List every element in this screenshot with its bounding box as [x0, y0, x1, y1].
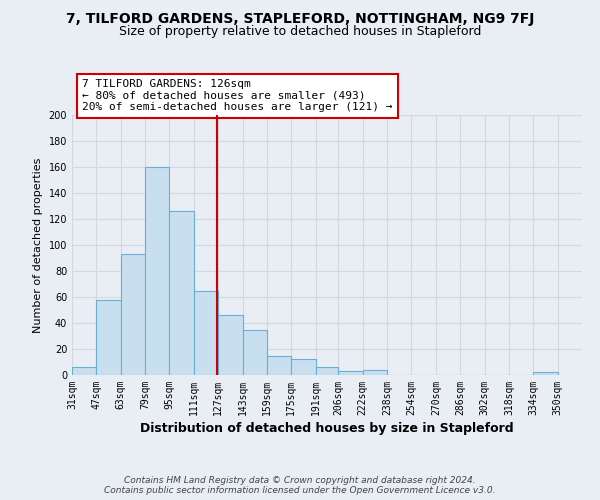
Bar [267, 356, 291, 375]
Bar [169, 211, 194, 375]
Bar [338, 371, 363, 375]
Bar [97, 300, 121, 375]
Y-axis label: Number of detached properties: Number of detached properties [33, 158, 43, 332]
Bar [316, 367, 338, 375]
Bar [218, 315, 242, 375]
Bar [72, 367, 97, 375]
Bar [291, 360, 316, 375]
Text: 7 TILFORD GARDENS: 126sqm
← 80% of detached houses are smaller (493)
20% of semi: 7 TILFORD GARDENS: 126sqm ← 80% of detac… [82, 79, 392, 112]
Text: Contains HM Land Registry data © Crown copyright and database right 2024.
Contai: Contains HM Land Registry data © Crown c… [104, 476, 496, 495]
Bar [363, 370, 387, 375]
Bar [121, 254, 145, 375]
Text: Size of property relative to detached houses in Stapleford: Size of property relative to detached ho… [119, 25, 481, 38]
Bar [194, 290, 218, 375]
Bar [145, 167, 169, 375]
Bar [242, 330, 267, 375]
Text: 7, TILFORD GARDENS, STAPLEFORD, NOTTINGHAM, NG9 7FJ: 7, TILFORD GARDENS, STAPLEFORD, NOTTINGH… [66, 12, 534, 26]
Bar [533, 372, 557, 375]
X-axis label: Distribution of detached houses by size in Stapleford: Distribution of detached houses by size … [140, 422, 514, 435]
